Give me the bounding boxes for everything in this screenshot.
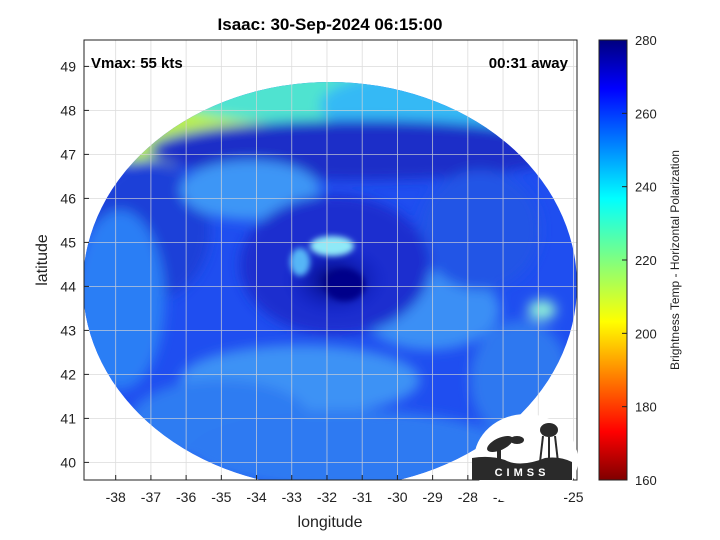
vmax-label: Vmax: 55 kts bbox=[91, 55, 183, 72]
colorbar-tick-label: 220 bbox=[635, 253, 657, 268]
y-tick-label: 44 bbox=[60, 278, 76, 294]
y-tick-label: 46 bbox=[60, 190, 76, 206]
colorbar-tick-label: 180 bbox=[635, 400, 657, 415]
x-tick-label: -32 bbox=[317, 489, 337, 505]
time-away-label: 00:31 away bbox=[489, 55, 569, 72]
y-tick-label: 49 bbox=[60, 58, 76, 74]
x-tick-label: -31 bbox=[352, 489, 372, 505]
x-tick-label: -30 bbox=[387, 489, 407, 505]
x-tick-label: -34 bbox=[246, 489, 266, 505]
colorbar-tick-label: 200 bbox=[635, 326, 657, 341]
x-axis-label: longitude bbox=[298, 514, 363, 531]
x-tick-label: -35 bbox=[211, 489, 231, 505]
colorbar-label: Brightness Temp - Horizontal Polarizatio… bbox=[668, 150, 682, 370]
y-axis-label: latitude bbox=[34, 234, 51, 286]
grid-lines bbox=[84, 40, 577, 480]
colorbar-tick-label: 160 bbox=[635, 473, 657, 488]
y-axis-ticks: 40 41 42 43 44 45 46 47 48 49 bbox=[60, 58, 89, 470]
logo-text: CIMSS bbox=[495, 467, 550, 479]
x-tick-label: -37 bbox=[141, 489, 161, 505]
x-tick-label: -29 bbox=[423, 489, 443, 505]
y-tick-label: 47 bbox=[60, 146, 76, 162]
y-tick-label: 45 bbox=[60, 234, 76, 250]
y-tick-label: 42 bbox=[60, 366, 76, 382]
brightness-image bbox=[84, 82, 577, 480]
colorbar-ticks: 160 180 200 220 240 260 280 bbox=[622, 33, 657, 488]
colorbar-tick-label: 240 bbox=[635, 180, 657, 195]
x-tick-label: -36 bbox=[176, 489, 196, 505]
x-tick-label: -28 bbox=[458, 489, 478, 505]
x-tick-label: -38 bbox=[106, 489, 126, 505]
y-tick-label: 41 bbox=[60, 410, 76, 426]
y-tick-label: 40 bbox=[60, 454, 76, 470]
y-tick-label: 48 bbox=[60, 102, 76, 118]
cimss-logo: CIMSS bbox=[472, 414, 578, 506]
colorbar-tick-label: 280 bbox=[635, 33, 657, 48]
y-tick-label: 43 bbox=[60, 322, 76, 338]
axes-frame bbox=[83, 39, 578, 481]
x-tick-label: -33 bbox=[282, 489, 302, 505]
plot-title: Isaac: 30-Sep-2024 06:15:00 bbox=[218, 15, 443, 34]
colorbar-tick-label: 260 bbox=[635, 106, 657, 121]
x-tick-label: -25 bbox=[563, 489, 583, 505]
